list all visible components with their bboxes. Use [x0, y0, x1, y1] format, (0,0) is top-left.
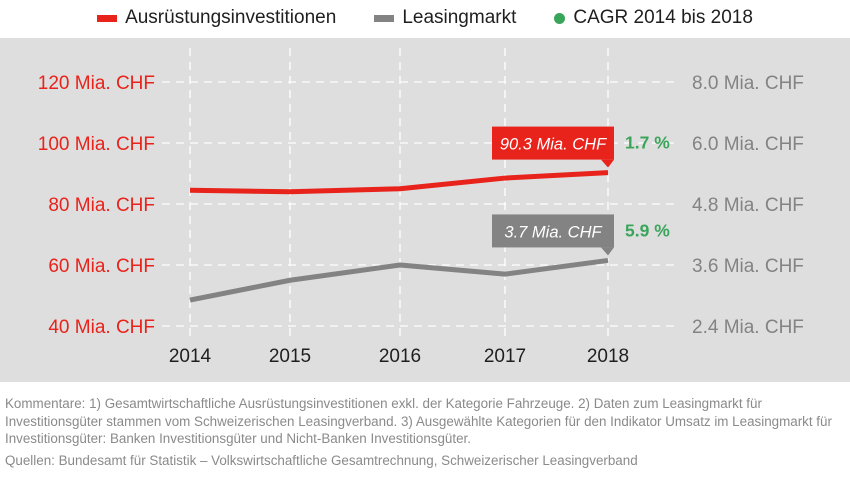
y-right-tick-label: 4.8 Mia. CHF: [692, 195, 804, 216]
y-right-tick-label: 3.6 Mia. CHF: [692, 256, 804, 277]
cagr-label-1: 5.9 %: [625, 220, 670, 240]
legend-label-leasingmarkt: Leasingmarkt: [402, 7, 517, 28]
y-left-tick-label: 60 Mia. CHF: [48, 256, 155, 277]
footnote-sources: Quellen: Bundesamt für Statistik – Volks…: [5, 452, 638, 468]
x-tick-label: 2014: [169, 346, 212, 367]
y-left-tick-label: 40 Mia. CHF: [48, 317, 155, 338]
legend-item-cagr: CAGR 2014 bis 2018: [554, 7, 753, 29]
plot-area: 40 Mia. CHF 60 Mia. CHF 80 Mia. CHF 100 Mia…: [0, 38, 850, 382]
y-right-tick-label: 6.0 Mia. CHF: [692, 134, 804, 155]
legend-swatch-cagr: [554, 12, 566, 24]
line-chart: 40 Mia. CHF 60 Mia. CHF 80 Mia. CHF 100 Mia…: [38, 48, 804, 367]
legend-item-ausruestungsinvestitionen: Ausrüstungsinvestitionen: [97, 7, 336, 29]
series-line-0: [189, 170, 609, 195]
legend-label-ausruestungsinvestitionen: Ausrüstungsinvestitionen: [125, 7, 337, 28]
footnotes: Kommentare: 1) Gesamtwirtschaftliche Aus…: [5, 395, 847, 473]
x-tick-label: 2016: [379, 346, 421, 367]
series-line-1: [189, 257, 609, 303]
legend-swatch-ausruestungsinvestitionen: [97, 14, 118, 22]
y-right-tick-label: 2.4 Mia. CHF: [692, 317, 804, 338]
y-left-tick-label: 100 Mia. CHF: [38, 134, 155, 155]
legend-item-leasingmarkt: Leasingmarkt: [374, 7, 516, 29]
footnote-comment: Kommentare: 1) Gesamtwirtschaftliche Aus…: [5, 396, 832, 446]
y-left-tick-label: 80 Mia. CHF: [48, 195, 155, 216]
end-label-box-0: [492, 126, 614, 160]
end-label-1: 3.7 Mia. CHF: [504, 223, 602, 241]
end-label-pointer-0: [601, 159, 614, 168]
y-left-tick-label: 120 Mia. CHF: [38, 73, 155, 94]
x-tick-label: 2018: [587, 346, 629, 367]
chart-legend: Ausrüstungsinvestitionen Leasingmarkt CA…: [0, 0, 850, 36]
legend-swatch-leasingmarkt: [374, 14, 395, 22]
end-label-pointer-1: [601, 247, 614, 256]
end-label-box-1: [492, 214, 614, 248]
x-tick-label: 2015: [269, 346, 311, 367]
end-label-0: 90.3 Mia. CHF: [500, 136, 607, 154]
legend-label-cagr: CAGR 2014 bis 2018: [573, 7, 753, 28]
cagr-label-0: 1.7 %: [625, 133, 670, 153]
x-tick-label: 2017: [484, 346, 526, 367]
y-right-tick-label: 8.0 Mia. CHF: [692, 73, 804, 94]
